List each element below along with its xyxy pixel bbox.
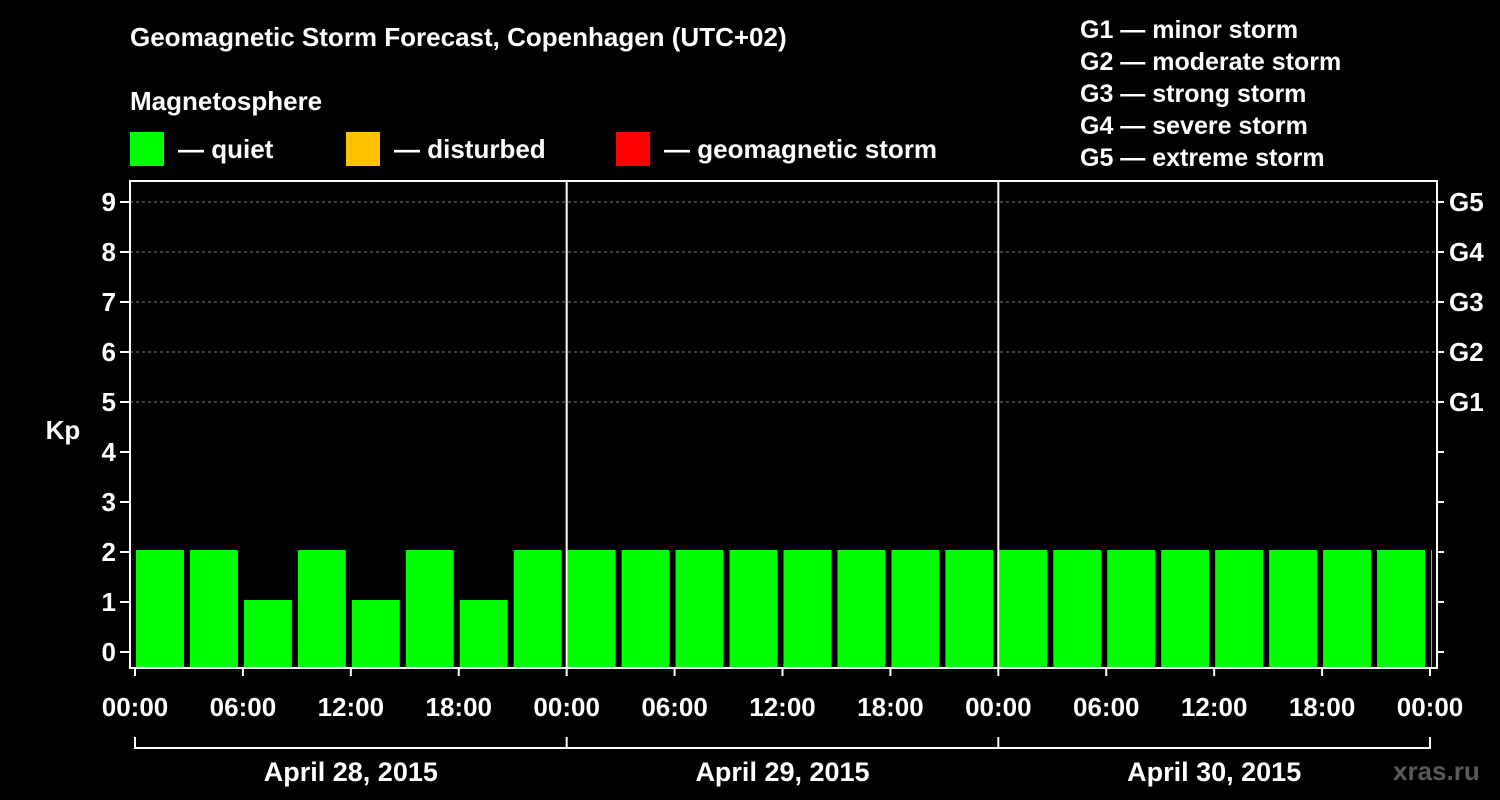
kp-bar xyxy=(730,550,778,668)
kp-bar xyxy=(676,550,724,668)
y-tick-label: 3 xyxy=(102,487,116,517)
x-tick-label: 00:00 xyxy=(965,692,1032,722)
kp-bar xyxy=(1161,550,1209,668)
x-tick-label: 12:00 xyxy=(318,692,385,722)
y-axis-label: Kp xyxy=(46,415,81,445)
x-tick-label: 18:00 xyxy=(857,692,924,722)
x-tick-label: 06:00 xyxy=(1073,692,1140,722)
x-tick-label: 06:00 xyxy=(210,692,277,722)
kp-bar xyxy=(1053,550,1101,668)
kp-bar xyxy=(622,550,670,668)
x-tick-label: 06:00 xyxy=(641,692,708,722)
x-tick-label: 12:00 xyxy=(1181,692,1248,722)
x-tick-label: 00:00 xyxy=(102,692,169,722)
day-label: April 28, 2015 xyxy=(264,757,438,787)
kp-bar xyxy=(244,600,292,668)
kp-bar xyxy=(136,550,184,668)
x-tick-label: 00:00 xyxy=(1397,692,1464,722)
kp-bar xyxy=(837,550,885,668)
y-tick-label: 1 xyxy=(102,587,116,617)
kp-bar xyxy=(568,550,616,668)
watermark: xras.ru xyxy=(1393,756,1480,787)
x-tick-label: 18:00 xyxy=(1289,692,1356,722)
kp-bar xyxy=(1107,550,1155,668)
kp-bar xyxy=(406,550,454,668)
y-tick-label: 7 xyxy=(102,287,116,317)
y-tick-label: 5 xyxy=(102,387,116,417)
g-scale-axis-label: G4 xyxy=(1449,237,1484,267)
y-tick-label: 8 xyxy=(102,237,116,267)
day-label: April 30, 2015 xyxy=(1127,757,1301,787)
g-scale-axis-label: G1 xyxy=(1449,387,1484,417)
kp-bar xyxy=(1323,550,1371,668)
y-tick-label: 2 xyxy=(102,537,116,567)
x-tick-label: 12:00 xyxy=(749,692,816,722)
g-scale-axis-label: G3 xyxy=(1449,287,1484,317)
g-scale-axis-label: G2 xyxy=(1449,337,1484,367)
day-label: April 29, 2015 xyxy=(695,757,869,787)
kp-bar xyxy=(352,600,400,668)
kp-bar xyxy=(298,550,346,668)
kp-bar xyxy=(891,550,939,668)
x-tick-label: 18:00 xyxy=(426,692,493,722)
kp-bar xyxy=(784,550,832,668)
y-tick-label: 6 xyxy=(102,337,116,367)
g-scale-axis-label: G5 xyxy=(1449,187,1484,217)
kp-bar-chart: 0 1 2 3 4 5 6 7 8 9 G1 G2 G3 G4 G5 Kp 00:00 06:00 12:00 18:… xyxy=(0,0,1500,800)
y-tick-label: 4 xyxy=(102,437,117,467)
kp-bar xyxy=(514,550,562,668)
kp-bar xyxy=(190,550,238,668)
kp-bar xyxy=(999,550,1047,668)
kp-bar xyxy=(1377,550,1425,668)
y-tick-label: 9 xyxy=(102,187,116,217)
kp-bar xyxy=(1431,550,1432,668)
kp-bar xyxy=(1215,550,1263,668)
x-tick-label: 00:00 xyxy=(533,692,600,722)
y-tick-label: 0 xyxy=(102,637,116,667)
kp-bar xyxy=(1269,550,1317,668)
kp-bar xyxy=(945,550,993,668)
kp-bar xyxy=(460,600,508,668)
